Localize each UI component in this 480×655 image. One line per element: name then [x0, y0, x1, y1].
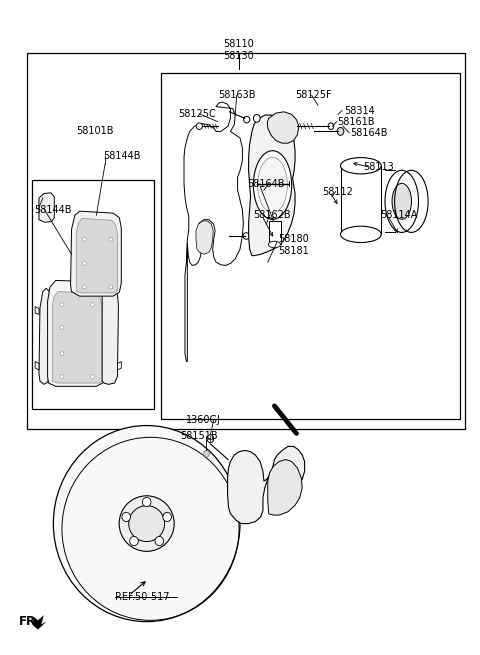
- Ellipse shape: [60, 375, 64, 379]
- Ellipse shape: [340, 226, 381, 242]
- Text: 58180
58181: 58180 58181: [278, 234, 309, 256]
- Text: 58314: 58314: [344, 105, 375, 115]
- Ellipse shape: [207, 435, 214, 443]
- Polygon shape: [267, 112, 299, 143]
- Text: 58163B: 58163B: [218, 90, 256, 100]
- Polygon shape: [228, 447, 305, 523]
- Text: 58151B: 58151B: [180, 431, 218, 441]
- Polygon shape: [48, 280, 106, 386]
- Ellipse shape: [253, 151, 292, 219]
- Text: REF.50-517: REF.50-517: [115, 592, 169, 603]
- Ellipse shape: [143, 497, 151, 506]
- Ellipse shape: [122, 512, 131, 521]
- Text: 58112: 58112: [323, 187, 353, 196]
- Text: FR.: FR.: [19, 615, 41, 628]
- Ellipse shape: [83, 237, 86, 241]
- Ellipse shape: [91, 303, 95, 307]
- Ellipse shape: [328, 123, 334, 130]
- Polygon shape: [39, 193, 54, 222]
- Text: 58162B: 58162B: [253, 210, 290, 220]
- Ellipse shape: [60, 326, 64, 329]
- Ellipse shape: [163, 512, 171, 521]
- Text: 58161B: 58161B: [337, 117, 375, 126]
- Text: 58164B: 58164B: [247, 179, 284, 189]
- Bar: [161, 73, 460, 419]
- Text: 58144B: 58144B: [104, 151, 141, 160]
- Ellipse shape: [60, 352, 64, 356]
- Polygon shape: [35, 307, 39, 314]
- Ellipse shape: [91, 375, 95, 379]
- Bar: [269, 221, 281, 244]
- Text: 58125C: 58125C: [178, 109, 216, 119]
- Ellipse shape: [385, 170, 419, 233]
- Bar: [32, 180, 154, 409]
- Polygon shape: [52, 291, 102, 383]
- Text: 58114A: 58114A: [380, 210, 418, 220]
- Ellipse shape: [60, 303, 64, 307]
- Ellipse shape: [243, 233, 249, 239]
- Ellipse shape: [83, 285, 86, 289]
- Ellipse shape: [243, 117, 250, 123]
- Polygon shape: [249, 115, 295, 255]
- Polygon shape: [33, 615, 47, 629]
- Ellipse shape: [130, 536, 138, 546]
- Ellipse shape: [109, 285, 113, 289]
- Polygon shape: [71, 211, 121, 296]
- Ellipse shape: [204, 451, 209, 457]
- Text: 58101B: 58101B: [76, 126, 114, 136]
- Ellipse shape: [268, 241, 280, 248]
- Ellipse shape: [155, 536, 164, 546]
- Bar: [27, 53, 465, 429]
- Text: 58144B: 58144B: [34, 205, 72, 215]
- Ellipse shape: [340, 158, 381, 174]
- Text: 1360GJ: 1360GJ: [186, 415, 221, 425]
- Polygon shape: [76, 218, 118, 293]
- Polygon shape: [118, 362, 121, 370]
- Ellipse shape: [129, 506, 165, 542]
- Ellipse shape: [258, 157, 288, 213]
- Ellipse shape: [83, 261, 86, 265]
- Polygon shape: [184, 102, 243, 362]
- Polygon shape: [35, 362, 39, 370]
- Ellipse shape: [253, 115, 260, 122]
- Ellipse shape: [196, 123, 203, 130]
- Polygon shape: [39, 288, 50, 384]
- Bar: [340, 166, 381, 234]
- Polygon shape: [102, 285, 119, 384]
- Polygon shape: [196, 221, 213, 254]
- Text: 58113: 58113: [363, 162, 394, 172]
- Text: 58125F: 58125F: [295, 90, 332, 100]
- Ellipse shape: [53, 426, 240, 622]
- Ellipse shape: [119, 496, 174, 552]
- Text: 58110
58130: 58110 58130: [223, 39, 254, 61]
- Ellipse shape: [392, 183, 411, 219]
- Ellipse shape: [109, 237, 113, 241]
- Text: 58164B: 58164B: [350, 128, 387, 138]
- Polygon shape: [268, 460, 302, 515]
- Ellipse shape: [337, 128, 344, 136]
